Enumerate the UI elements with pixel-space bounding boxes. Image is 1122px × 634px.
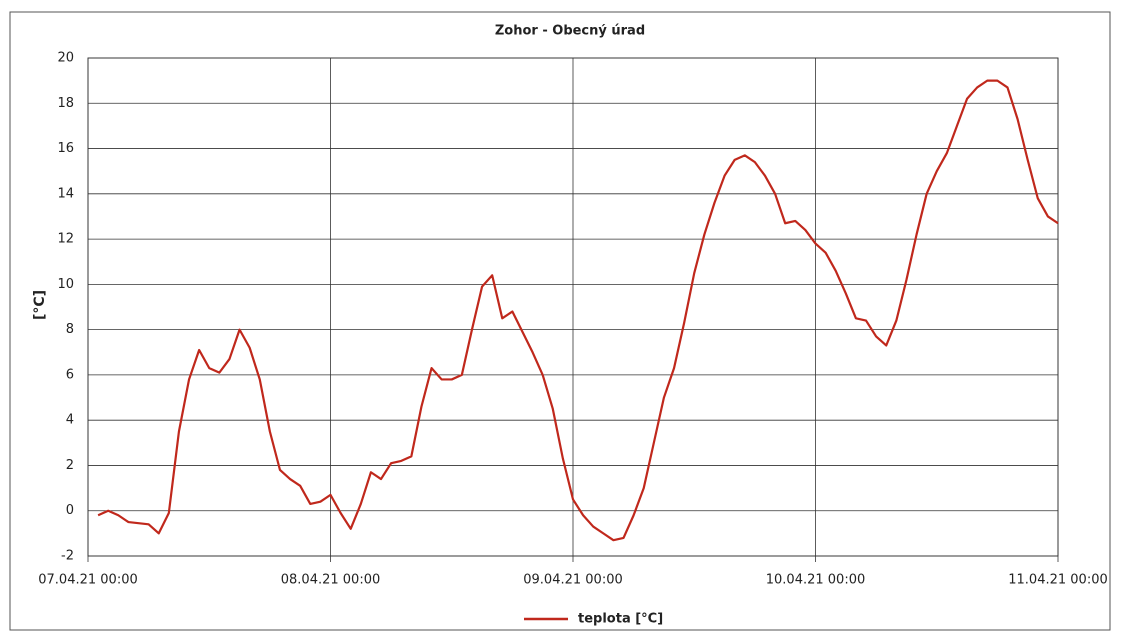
x-tick-label: 08.04.21 00:00 [281, 573, 381, 588]
chart-title: Zohor - Obecný úrad [495, 24, 645, 39]
y-tick-label: 14 [57, 186, 74, 201]
y-tick-label: 16 [57, 141, 74, 156]
y-tick-label: 6 [66, 367, 74, 382]
y-tick-label: 0 [66, 503, 74, 518]
y-tick-label: 20 [57, 51, 74, 66]
x-tick-label: 10.04.21 00:00 [766, 573, 866, 588]
y-tick-label: -2 [61, 549, 74, 564]
x-tick-label: 09.04.21 00:00 [523, 573, 623, 588]
y-tick-label: 12 [57, 232, 74, 247]
x-tick-label: 07.04.21 00:00 [38, 573, 138, 588]
data-line [97, 79, 1059, 542]
x-tick-label: 11.04.21 00:00 [1008, 573, 1108, 588]
y-tick-label: 4 [66, 413, 74, 428]
y-tick-label: 2 [66, 458, 74, 473]
y-tick-label: 10 [57, 277, 74, 292]
y-axis-label: [°C] [32, 290, 48, 320]
y-tick-label: 8 [66, 322, 74, 337]
legend-label: teplota [°C] [578, 612, 663, 627]
y-tick-label: 18 [57, 96, 74, 111]
